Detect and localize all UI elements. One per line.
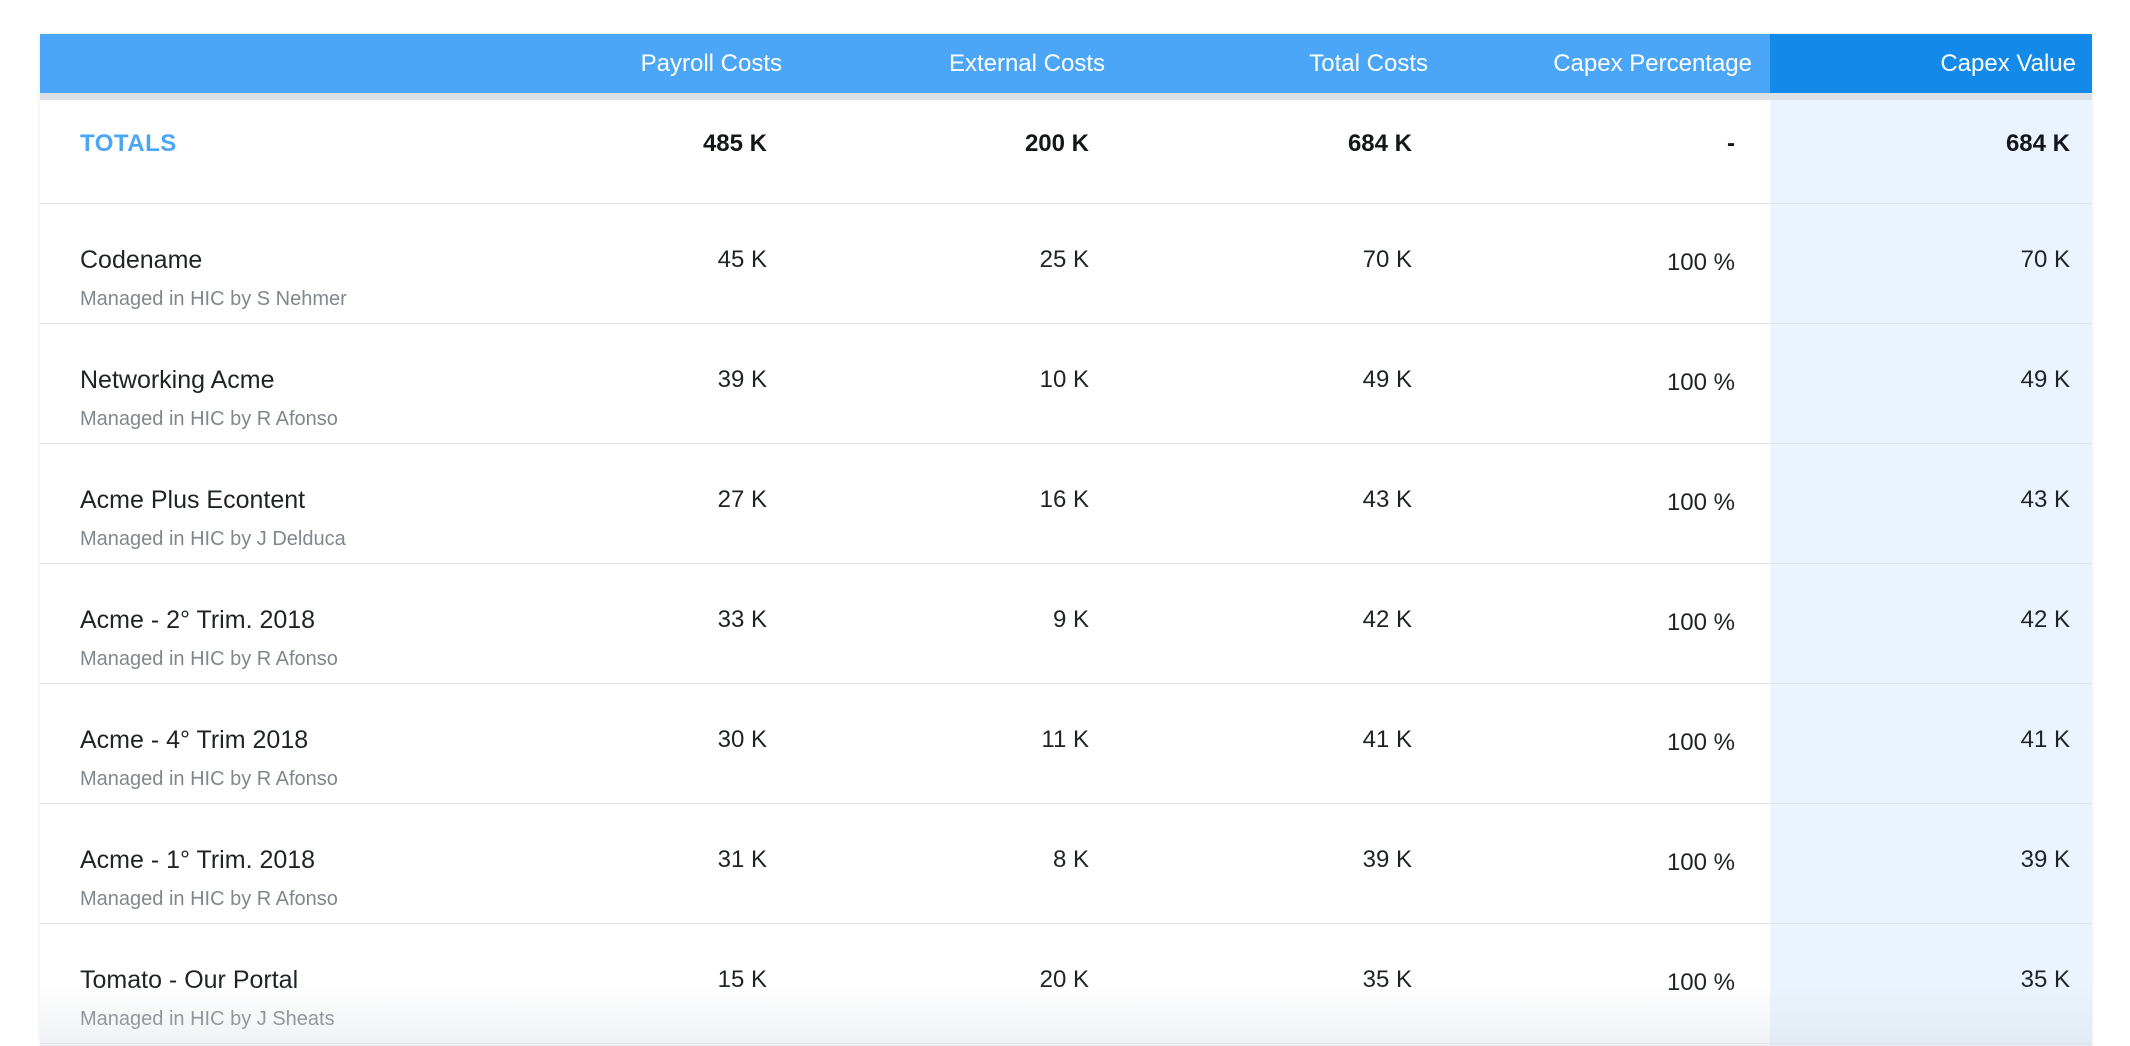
project-name[interactable]: Networking Acme: [80, 366, 275, 394]
total-costs: 41 K: [1362, 726, 1412, 753]
total-costs: 70 K: [1362, 246, 1412, 273]
project-name[interactable]: Tomato - Our Portal: [80, 966, 299, 994]
totals-label: TOTALS: [80, 130, 177, 157]
payroll-costs: 15 K: [717, 966, 767, 993]
payroll-costs: 33 K: [717, 606, 767, 633]
project-name[interactable]: Acme - 1° Trim. 2018: [80, 846, 316, 874]
capex-value: 70 K: [2020, 246, 2070, 273]
capex-percentage[interactable]: 100 %: [1666, 729, 1735, 756]
capex-value: 43 K: [2020, 486, 2070, 513]
column-header-payroll-costs[interactable]: Payroll Costs: [640, 50, 782, 77]
project-manager: Managed in HIC by R Afonso: [80, 888, 338, 910]
external-costs: 8 K: [1052, 846, 1089, 873]
project-manager: Managed in HIC by S Nehmer: [80, 288, 347, 310]
project-manager: Managed in HIC by R Afonso: [80, 648, 338, 670]
project-manager: Managed in HIC by R Afonso: [80, 408, 338, 430]
capex-value: 41 K: [2020, 726, 2070, 753]
external-costs: 11 K: [1041, 726, 1089, 753]
project-name[interactable]: Acme - 4° Trim 2018: [80, 726, 309, 754]
totals-capex-value: 684 K: [2005, 130, 2070, 157]
payroll-costs: 27 K: [717, 486, 767, 513]
external-costs: 20 K: [1039, 966, 1089, 993]
table-row[interactable]: Acme - 4° Trim 2018 Managed in HIC by R …: [40, 684, 2092, 804]
total-costs: 43 K: [1362, 486, 1412, 513]
capex-value: 35 K: [2020, 966, 2070, 993]
capex-percentage[interactable]: 100 %: [1666, 249, 1735, 276]
project-manager: Managed in HIC by R Afonso: [80, 768, 338, 790]
header-divider: [40, 93, 2092, 100]
capex-percentage[interactable]: 100 %: [1666, 849, 1735, 876]
project-name[interactable]: Codename: [80, 246, 203, 274]
table-row[interactable]: Acme - 1° Trim. 2018 Managed in HIC by R…: [40, 804, 2092, 924]
external-costs: 25 K: [1039, 246, 1089, 273]
table-row[interactable]: Tomato - Our Portal Managed in HIC by J …: [40, 924, 2092, 1044]
capex-value: 42 K: [2020, 606, 2070, 633]
table-row[interactable]: Networking Acme Managed in HIC by R Afon…: [40, 324, 2092, 444]
project-name[interactable]: Acme - 2° Trim. 2018: [80, 606, 316, 634]
capex-percentage[interactable]: 100 %: [1666, 369, 1735, 396]
total-costs: 39 K: [1362, 846, 1412, 873]
totals-total: 684 K: [1347, 130, 1412, 157]
capex-table: Payroll Costs External Costs Total Costs…: [40, 34, 2092, 1046]
capex-percentage[interactable]: 100 %: [1666, 609, 1735, 636]
payroll-costs: 30 K: [717, 726, 767, 753]
project-manager: Managed in HIC by J Delduca: [80, 528, 346, 550]
capex-value: 49 K: [2020, 366, 2070, 393]
totals-row: TOTALS 485 K 200 K 684 K - 684 K: [40, 100, 2092, 204]
column-header-total-costs[interactable]: Total Costs: [1309, 50, 1428, 77]
capex-percentage[interactable]: 100 %: [1666, 969, 1735, 996]
total-costs: 49 K: [1362, 366, 1412, 393]
capex-value: 39 K: [2020, 846, 2070, 873]
table-row[interactable]: Codename Managed in HIC by S Nehmer 45 K…: [40, 204, 2092, 324]
table-row[interactable]: Acme - 2° Trim. 2018 Managed in HIC by R…: [40, 564, 2092, 684]
capex-value-column-highlight: [1770, 34, 2092, 1046]
project-manager: Managed in HIC by J Sheats: [80, 1008, 335, 1030]
external-costs: 10 K: [1039, 366, 1089, 393]
total-costs: 35 K: [1362, 966, 1412, 993]
totals-payroll: 485 K: [702, 130, 767, 157]
capex-value-header-highlight: [1770, 34, 2092, 93]
column-header-capex-percentage[interactable]: Capex Percentage: [1553, 50, 1752, 77]
table-header: Payroll Costs External Costs Total Costs…: [40, 34, 2092, 93]
column-header-external-costs[interactable]: External Costs: [948, 50, 1105, 77]
payroll-costs: 39 K: [717, 366, 767, 393]
column-header-capex-value[interactable]: Capex Value: [1940, 50, 2076, 77]
project-name[interactable]: Acme Plus Econtent: [80, 486, 306, 514]
payroll-costs: 45 K: [717, 246, 767, 273]
external-costs: 16 K: [1039, 486, 1089, 513]
external-costs: 9 K: [1052, 606, 1089, 633]
table-row[interactable]: Acme Plus Econtent Managed in HIC by J D…: [40, 444, 2092, 564]
total-costs: 42 K: [1362, 606, 1412, 633]
payroll-costs: 31 K: [717, 846, 767, 873]
totals-external: 200 K: [1024, 130, 1089, 157]
totals-capex-percentage: -: [1727, 130, 1735, 157]
capex-percentage[interactable]: 100 %: [1666, 489, 1735, 516]
